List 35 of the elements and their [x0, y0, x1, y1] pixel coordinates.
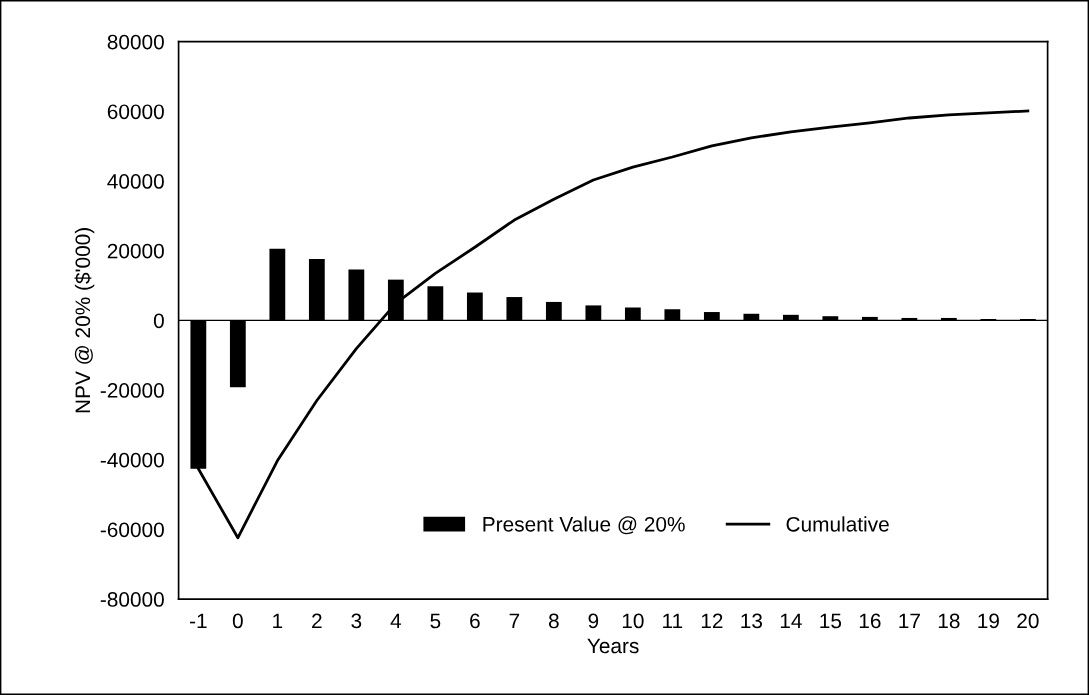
- x-tick-label: 11: [663, 613, 683, 629]
- x-tick-label: 18: [938, 613, 960, 629]
- y-tick-label: 20000: [107, 243, 164, 259]
- x-tick-label: 5: [430, 613, 441, 629]
- x-tick-label: 19: [978, 613, 999, 629]
- legend-label: Cumulative: [786, 516, 889, 532]
- y-tick-label: -20000: [100, 383, 164, 398]
- y-tick-label: 80000: [107, 34, 164, 50]
- y-tick-label: -60000: [100, 522, 164, 538]
- x-tick-label: 0: [232, 613, 243, 629]
- x-tick-label: 20: [1017, 613, 1039, 629]
- y-tick-label: 0: [153, 313, 164, 329]
- y-tick-label: -80000: [100, 592, 164, 607]
- legend-label: Present Value @ 20%: [483, 516, 685, 535]
- x-tick-label: 13: [741, 613, 763, 629]
- x-tick-label: 17: [899, 613, 920, 629]
- x-tick-label: 10: [622, 613, 644, 629]
- y-tick-label: 60000: [107, 104, 164, 120]
- x-tick-label: 8: [548, 613, 559, 629]
- y-tick-label: -40000: [100, 452, 164, 468]
- x-tick-label: 4: [390, 613, 402, 629]
- x-tick-label: 7: [509, 613, 520, 629]
- x-tick-label: 15: [820, 613, 842, 629]
- x-tick-label: 9: [588, 613, 599, 629]
- x-tick-label: -1: [190, 613, 207, 629]
- x-tick-label: 16: [859, 613, 881, 629]
- x-tick-label: 14: [780, 613, 802, 629]
- x-tick-label: 6: [470, 613, 480, 629]
- x-tick-label: 12: [701, 613, 723, 629]
- x-axis-title: Years: [587, 638, 639, 654]
- x-tick-label: 2: [312, 613, 322, 629]
- x-tick-label: 1: [273, 613, 283, 629]
- y-tick-label: 40000: [107, 174, 164, 189]
- x-tick-label: 3: [351, 613, 362, 629]
- y-axis-title: NPV @ 20% ($'000): [74, 228, 95, 413]
